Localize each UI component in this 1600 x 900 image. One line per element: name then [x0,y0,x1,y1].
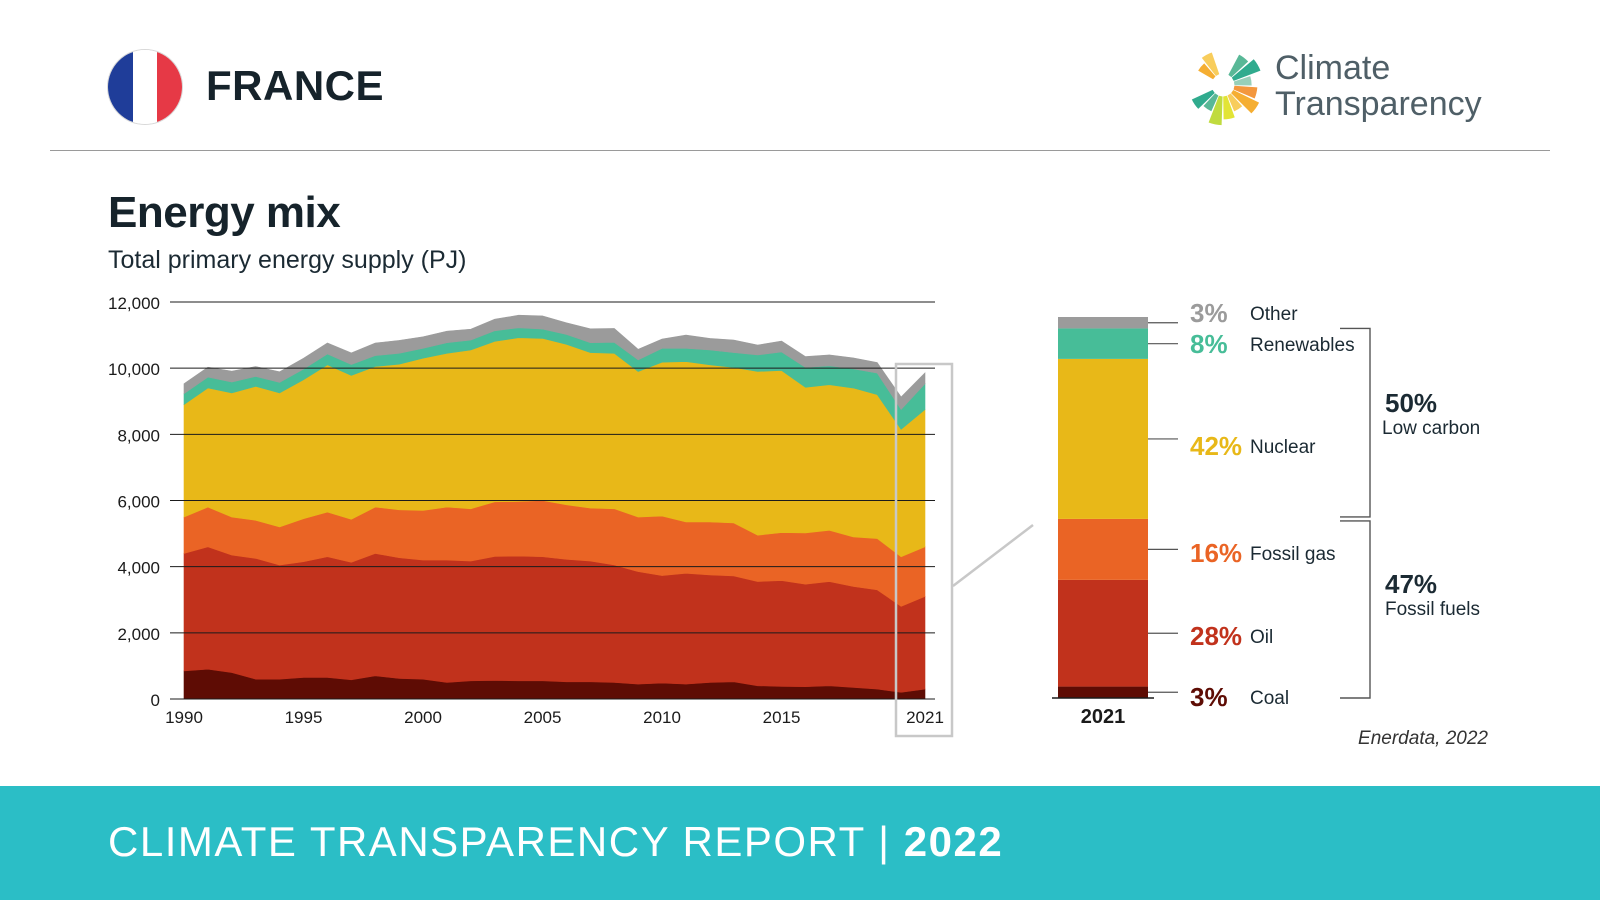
logo-segment [1231,59,1261,81]
logo-segment [1201,52,1220,76]
highlight-box-2021 [894,362,954,738]
logo-segment [1228,54,1249,78]
x-tick-label: 1990 [165,708,203,727]
group-percent-low-carbon: 50% [1385,388,1437,418]
logo-segment [1208,95,1223,126]
footer-title: CLIMATE TRANSPARENCY REPORT | 2022 [108,818,1003,866]
logo-text-line1: Climate [1275,49,1391,87]
bar-percent-label: 28% [1190,621,1242,651]
logo-segment [1231,90,1260,114]
logo-segment [1191,89,1215,109]
x-tick-label: 1995 [285,708,323,727]
y-tick-label: 0 [151,691,160,710]
bar-category-label: 2021 [1081,706,1126,728]
chart-subtitle: Total primary energy supply (PJ) [108,246,467,274]
footer-text: CLIMATE TRANSPARENCY REPORT | [108,818,904,865]
france-flag-icon [108,50,182,124]
bar-percent-label: 3% [1190,682,1228,712]
bar-segment-label: Oil [1250,627,1273,648]
bar-segment-renewables [1058,328,1148,359]
highlight-connector [952,524,1034,587]
source-note: Enerdata, 2022 [1358,728,1488,749]
bar-percent-label: 16% [1190,538,1242,568]
logo-segment [1198,63,1216,80]
x-tick-label: 2005 [524,708,562,727]
header-divider [50,150,1550,151]
group-label-fossil-fuels: Fossil fuels [1385,599,1480,620]
bar-segment-label: Other [1250,304,1298,325]
climate-transparency-logo-icon [1191,52,1261,126]
y-tick-label: 4,000 [117,559,160,578]
logo-text: Climate Transparency [1275,50,1482,122]
y-tick-label: 10,000 [108,360,160,379]
bracket-low-carbon [1340,327,1371,518]
area-other [183,314,926,411]
bar-segment-label: Coal [1250,688,1289,709]
logo-segment [1227,93,1243,112]
y-tick-label: 6,000 [117,493,160,512]
bar-percent-label: 8% [1190,329,1228,359]
bar-segment-fossil-gas [1058,518,1148,580]
page-title: Energy mix [108,188,341,237]
bar-segment-other [1058,317,1148,329]
logo-text-line2: Transparency [1275,85,1482,123]
bar-segment-label: Renewables [1250,335,1355,356]
bar-segment-nuclear [1058,358,1148,519]
x-tick-label: 2015 [763,708,801,727]
x-tick-label: 2021 [906,708,944,727]
bar-segment-label: Nuclear [1250,437,1316,458]
group-percent-fossil-fuels: 47% [1385,569,1437,599]
bar-segment-coal [1058,686,1148,698]
logo-segment [1203,93,1219,112]
x-tick-label: 2010 [643,708,681,727]
country-name: FRANCE [206,62,384,109]
footer-year: 2022 [903,818,1004,865]
bar-percent-label: 3% [1190,298,1228,328]
bar-percent-label: 42% [1190,431,1242,461]
y-tick-label: 2,000 [117,625,160,644]
logo-segment [1223,95,1235,120]
logo-segment [1233,85,1258,99]
logo-segment [1233,76,1252,86]
y-tick-label: 8,000 [117,426,160,445]
group-label-low-carbon: Low carbon [1382,418,1480,439]
x-tick-label: 2000 [404,708,442,727]
bar-segment-label: Fossil gas [1250,544,1336,565]
flag-white-stripe [132,50,158,124]
y-tick-label: 12,000 [108,294,160,313]
bar-segment-oil [1058,579,1148,687]
bracket-fossil-fuels [1340,520,1371,699]
footer-banner: CLIMATE TRANSPARENCY REPORT | 2022 [0,786,1600,900]
